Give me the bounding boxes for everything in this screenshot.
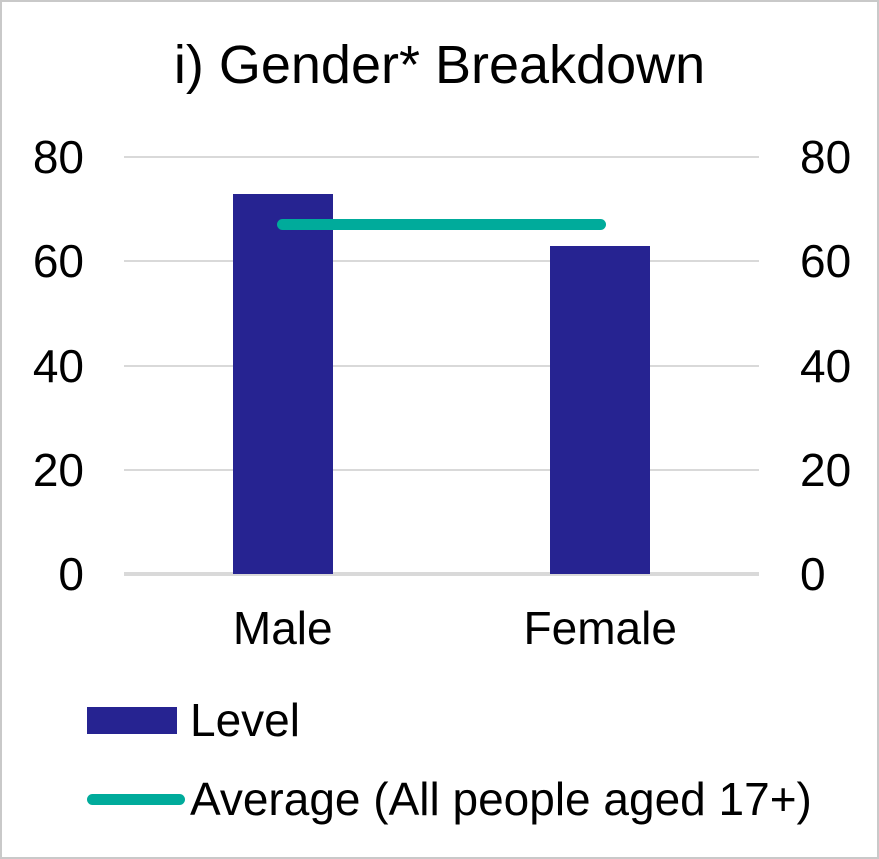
y-axis-left: 0 20 40 60 80	[30, 134, 84, 597]
plot-area	[124, 156, 759, 576]
y-tick-label: 80	[800, 131, 852, 183]
y-tick-label: 40	[800, 339, 852, 392]
gridline	[124, 260, 759, 263]
legend-line-swatch-icon	[87, 794, 185, 805]
y-tick-label: 80	[32, 131, 84, 183]
bar-female	[550, 245, 651, 574]
y-tick-label: 0	[800, 548, 826, 600]
y-tick-label: 20	[32, 443, 84, 496]
x-axis-labels: Male Female	[124, 602, 759, 654]
y-tick-label: 40	[32, 339, 84, 392]
y-tick-label: 60	[800, 235, 852, 288]
x-axis-label: Female	[523, 602, 677, 654]
gridline	[124, 156, 759, 158]
average-line	[276, 219, 607, 231]
legend-label-level: Level	[190, 694, 300, 746]
y-tick-label: 60	[32, 235, 84, 288]
gridline	[124, 364, 759, 367]
gridline	[124, 468, 759, 471]
legend: Level Average (All people aged 17+)	[87, 694, 812, 826]
bar-male	[232, 193, 333, 574]
y-tick-label: 20	[800, 443, 852, 496]
legend-item-average: Average (All people aged 17+)	[87, 773, 812, 826]
y-axis-right: 0 20 40 60 80	[800, 134, 860, 597]
chart-title: i) Gender* Breakdown	[173, 35, 706, 95]
legend-item-level: Level	[87, 694, 812, 747]
gridline	[124, 572, 759, 576]
legend-bar-swatch-icon	[87, 707, 177, 734]
x-axis-label: Male	[232, 602, 333, 654]
legend-label-average: Average (All people aged 17+)	[190, 773, 812, 825]
y-tick-label: 0	[58, 548, 84, 600]
